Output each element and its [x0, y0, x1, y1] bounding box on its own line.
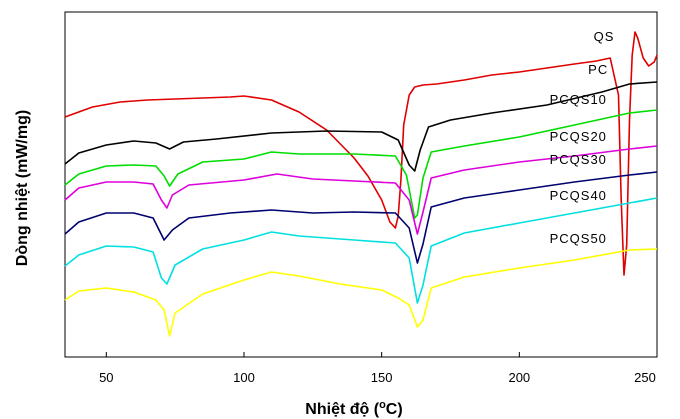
series-label-pcqs50: PCQS50 [550, 231, 607, 246]
series-label-pcqs40: PCQS40 [550, 188, 607, 203]
series-label-qs: QS [594, 29, 615, 44]
x-axis-title: Nhiệt độ (oC) [305, 399, 402, 418]
series-label-pcqs30: PCQS30 [550, 152, 607, 167]
series-label-pcqs10: PCQS10 [550, 92, 607, 107]
x-axis-title-tail: C) [386, 401, 403, 418]
x-tick-label-150: 150 [371, 370, 393, 385]
y-axis-title: Dòng nhiệt (mW/mg) [14, 110, 31, 266]
x-axis-title-main: Nhiệt độ ( [305, 401, 379, 418]
x-tick-label-100: 100 [233, 370, 255, 385]
x-tick-label-250: 250 [634, 370, 656, 385]
x-tick-label-200: 200 [508, 370, 530, 385]
series-label-pc: PC [588, 62, 608, 77]
series-label-pcqs20: PCQS20 [550, 129, 607, 144]
x-tick-label-50: 50 [99, 370, 113, 385]
